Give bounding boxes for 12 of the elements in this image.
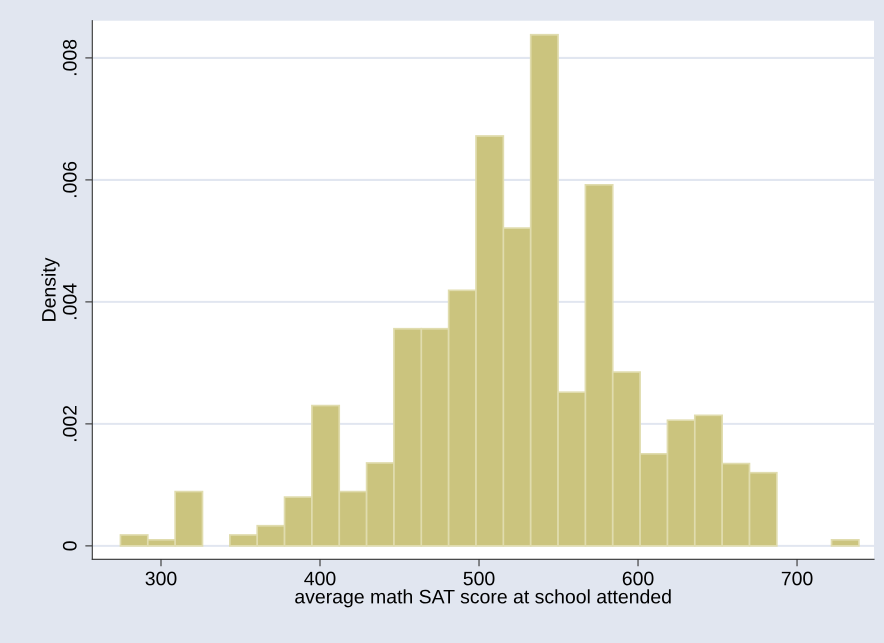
y-tick-label: .008 xyxy=(62,40,77,76)
y-tick-label: .002 xyxy=(62,406,77,442)
x-tick-label: 300 xyxy=(146,572,176,586)
y-axis-title: Density xyxy=(41,258,60,321)
x-tick-label: 400 xyxy=(304,572,336,586)
y-tick-label: .006 xyxy=(62,162,77,198)
y-tick-label: 0 xyxy=(62,541,77,551)
x-tick-label: 600 xyxy=(622,572,654,586)
x-tick-label: 500 xyxy=(464,572,494,586)
x-tick-label: 700 xyxy=(782,572,812,586)
y-tick-label: .004 xyxy=(62,284,77,320)
x-axis-title: average math SAT score at school attended xyxy=(295,589,671,608)
